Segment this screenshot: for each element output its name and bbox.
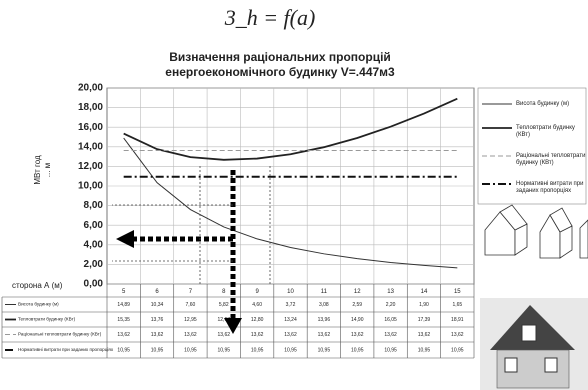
y-tick-label: 10,00 [78,181,103,192]
table-cell: 13,62 [318,332,331,338]
window [521,324,537,342]
table-cell: 13,96 [318,317,331,323]
house-drawings [484,204,588,259]
x-tick-label: 14 [421,289,428,295]
table-cell: 10,95 [218,347,231,353]
window [504,357,518,373]
table-cell: 3,72 [286,302,296,308]
y-tick-label: 0,00 [84,279,104,290]
series-line [123,97,458,161]
x-tick-label: 7 [189,289,193,295]
table-cell: 12,95 [184,317,197,323]
table-row-label: Нормативні витрати при заданих пропорція… [18,347,114,352]
legend-box [477,87,587,205]
table-cell: 13,76 [151,317,164,323]
table-cell: 10,34 [151,302,164,308]
table-cell: 10,95 [151,347,164,353]
legend-label: Тепловтрати будинку (КВт) [516,125,575,138]
y-tick-label: 20,00 [78,83,103,94]
x-tick-label: 5 [122,289,126,295]
plot: 0,00 2,00 4,00 6,00 8,00 10,00 12,00 14,00 16,00… [1,83,475,359]
y-tick-label: 6,00 [84,220,104,231]
table-cell: 4,60 [252,302,262,308]
arrow-head [116,230,134,248]
table-row-label: Раціональні тепловтрати будинку (КВт) [18,332,102,337]
table-cell: 14,90 [351,317,364,323]
legend-label: Нормативні витрати при заданих пропорція… [516,181,584,194]
y-tick-label: 14,00 [78,141,103,152]
table-cell: 10,95 [117,347,130,353]
table-cell: 1,65 [452,302,462,308]
table-cell: 13,62 [184,332,197,338]
table-cell: 5,82 [219,302,229,308]
y-tick-label: 2,00 [84,259,104,270]
table-cell: 13,62 [151,332,164,338]
x-tick-label: 13 [387,289,394,295]
arrows [112,166,271,334]
table-cell: 10,95 [384,347,397,353]
table-cell: 10,95 [184,347,197,353]
table-cell: 10,95 [284,347,297,353]
y-tick-label: 18,00 [78,102,103,113]
house-photo [480,298,588,390]
y-tick-label: 16,00 [78,122,103,133]
table-cell: 13,62 [218,332,231,338]
table-cell: 10,95 [451,347,464,353]
house-sketch [499,204,528,231]
table-row-label: Тепловтрати будинку (КВт) [18,317,76,322]
house-sketch [549,207,573,233]
chart-title: енергоекономічного будинку V=.447м3 [165,65,395,79]
table-cell: 3,08 [319,302,329,308]
table-cell: 10,95 [418,347,431,353]
table-row-label: Висота будинку (м) [18,302,59,307]
table-cell: 1,90 [419,302,429,308]
y-tick-label: 12,00 [78,161,103,172]
table-cell: 13,62 [351,332,364,338]
y-label: МВт год [33,155,42,185]
x-label: сторона А (м) [12,281,63,290]
x-tick-label: 8 [222,289,226,295]
x-tick-label: 11 [321,289,328,295]
x-tick-label: 12 [354,289,361,295]
table-cell: 16,05 [384,317,397,323]
y-tick-label: 4,00 [84,239,104,250]
legend [482,103,512,185]
table-cell: 15,35 [117,317,130,323]
y-label: ... м [43,163,52,177]
house-sketch [579,219,588,259]
x-tick-label: 15 [454,289,461,295]
table-cell: 18,91 [451,317,464,323]
x-tick-label: 9 [255,289,259,295]
table-cell: 10,95 [318,347,331,353]
table-cell: 13,62 [251,332,264,338]
x-tick-label: 6 [155,289,159,295]
table-cell: 10,95 [351,347,364,353]
table-cell: 12,80 [251,317,264,323]
legend-label: Раціональні тепловтрати будинку (КВт) [516,153,586,166]
legend-label: Висота будинку (м) [516,101,570,107]
chart-title: Визначення раціональних пропорцій [169,50,391,64]
table-cell: 13,62 [117,332,130,338]
table-cell: 17,39 [418,317,431,323]
table-cell: 12,67 [218,317,231,323]
table-cell: 13,24 [284,317,297,323]
table-cell: 13,62 [284,332,297,338]
x-tick-label: 10 [287,289,294,295]
formula: 3_h = f(a) [224,5,316,30]
table-cell: 13,62 [384,332,397,338]
table-cell: 2,59 [352,302,362,308]
table-cell: 7,60 [186,302,196,308]
table-cell: 13,62 [451,332,464,338]
window [544,357,558,373]
table-cell: 14,89 [117,302,130,308]
series-line [123,137,458,269]
y-tick-label: 8,00 [84,200,104,211]
table-cell: 13,62 [418,332,431,338]
table-cell: 10,95 [251,347,264,353]
table-cell: 2,20 [386,302,396,308]
arrow-head [224,318,242,334]
